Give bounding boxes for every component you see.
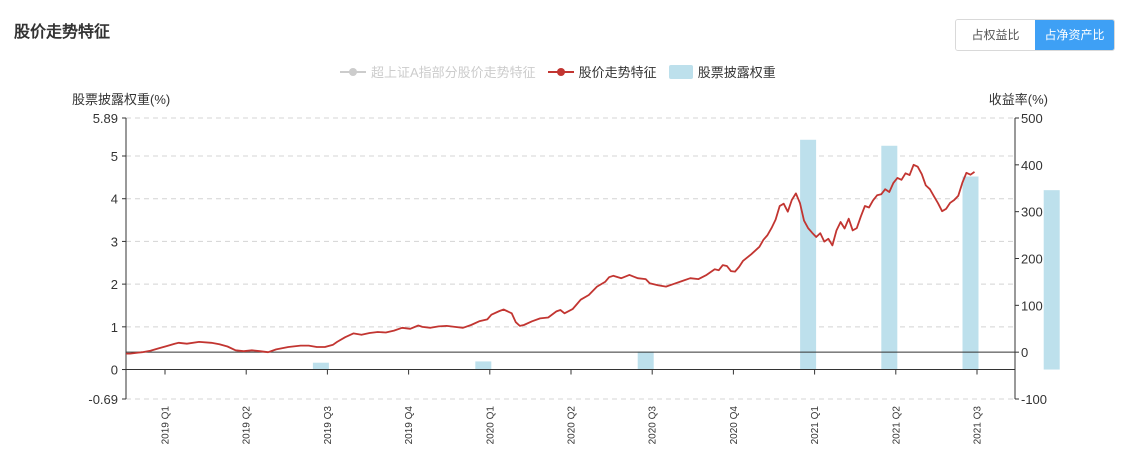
legend-label-stock-weight: 股票披露权重 bbox=[697, 65, 776, 80]
x-tick-label: 2019 Q2 bbox=[242, 406, 253, 445]
right-tick-label: 500 bbox=[1021, 111, 1043, 126]
bar-stock-weight bbox=[881, 145, 898, 370]
left-axis-title: 股票披露权重(%) bbox=[72, 92, 171, 107]
line-marker-icon bbox=[340, 67, 366, 76]
bar-swatch-icon bbox=[668, 64, 693, 79]
x-tick-label: 2021 Q2 bbox=[891, 406, 902, 445]
bar-stock-weight bbox=[800, 139, 817, 370]
bar-stock-weight bbox=[1043, 190, 1060, 370]
left-tick-label: 0 bbox=[111, 363, 118, 378]
right-tick-label: 100 bbox=[1021, 298, 1043, 313]
left-tick-label: -0.69 bbox=[88, 392, 118, 407]
right-tick-label: 200 bbox=[1021, 252, 1043, 267]
x-tick-label: 2019 Q4 bbox=[404, 406, 415, 445]
right-tick-label: 400 bbox=[1021, 158, 1043, 173]
x-tick-label: 2019 Q3 bbox=[323, 406, 334, 445]
legend-item-price-trend[interactable]: 股价走势特征 bbox=[547, 62, 657, 81]
right-tick-label: -100 bbox=[1021, 392, 1047, 407]
toggle-equity-ratio[interactable]: 占权益比 bbox=[956, 20, 1035, 50]
bar-stock-weight bbox=[637, 351, 654, 370]
x-tick-label: 2020 Q1 bbox=[485, 406, 496, 445]
page-title: 股价走势特征 bbox=[14, 24, 111, 41]
legend-item-stock-weight[interactable]: 股票披露权重 bbox=[668, 62, 776, 81]
line-price-trend bbox=[126, 163, 976, 355]
x-tick-label: 2020 Q4 bbox=[729, 406, 740, 445]
x-tick-label: 2021 Q3 bbox=[973, 406, 984, 445]
bar-stock-weight bbox=[475, 361, 492, 370]
bar-stock-weight bbox=[312, 362, 329, 370]
left-tick-label: 4 bbox=[111, 192, 118, 207]
left-tick-label: 3 bbox=[111, 234, 118, 249]
right-tick-label: 0 bbox=[1021, 345, 1028, 360]
left-tick-label: 1 bbox=[111, 320, 118, 335]
chart-legend: 超上证A指部分股价走势特征 股价走势特征 股票披露权重 bbox=[340, 62, 788, 81]
x-tick-label: 2020 Q2 bbox=[567, 406, 578, 445]
x-tick-label: 2019 Q1 bbox=[161, 406, 172, 445]
ratio-toggle: 占权益比 占净资产比 bbox=[955, 19, 1115, 51]
line-marker-icon bbox=[547, 67, 574, 76]
x-tick-label: 2021 Q1 bbox=[810, 406, 821, 445]
left-tick-label: 5.89 bbox=[93, 111, 118, 126]
left-tick-label: 2 bbox=[111, 277, 118, 292]
legend-label-outperform: 超上证A指部分股价走势特征 bbox=[371, 65, 536, 80]
bar-stock-weight bbox=[962, 176, 979, 370]
legend-label-price-trend: 股价走势特征 bbox=[578, 65, 657, 80]
right-axis-title: 收益率(%) bbox=[988, 92, 1048, 107]
x-tick-label: 2020 Q3 bbox=[648, 406, 659, 445]
left-tick-label: 5 bbox=[111, 149, 118, 164]
legend-item-outperform[interactable]: 超上证A指部分股价走势特征 bbox=[340, 62, 536, 81]
toggle-net-asset-ratio[interactable]: 占净资产比 bbox=[1035, 20, 1114, 50]
right-tick-label: 300 bbox=[1021, 205, 1043, 220]
